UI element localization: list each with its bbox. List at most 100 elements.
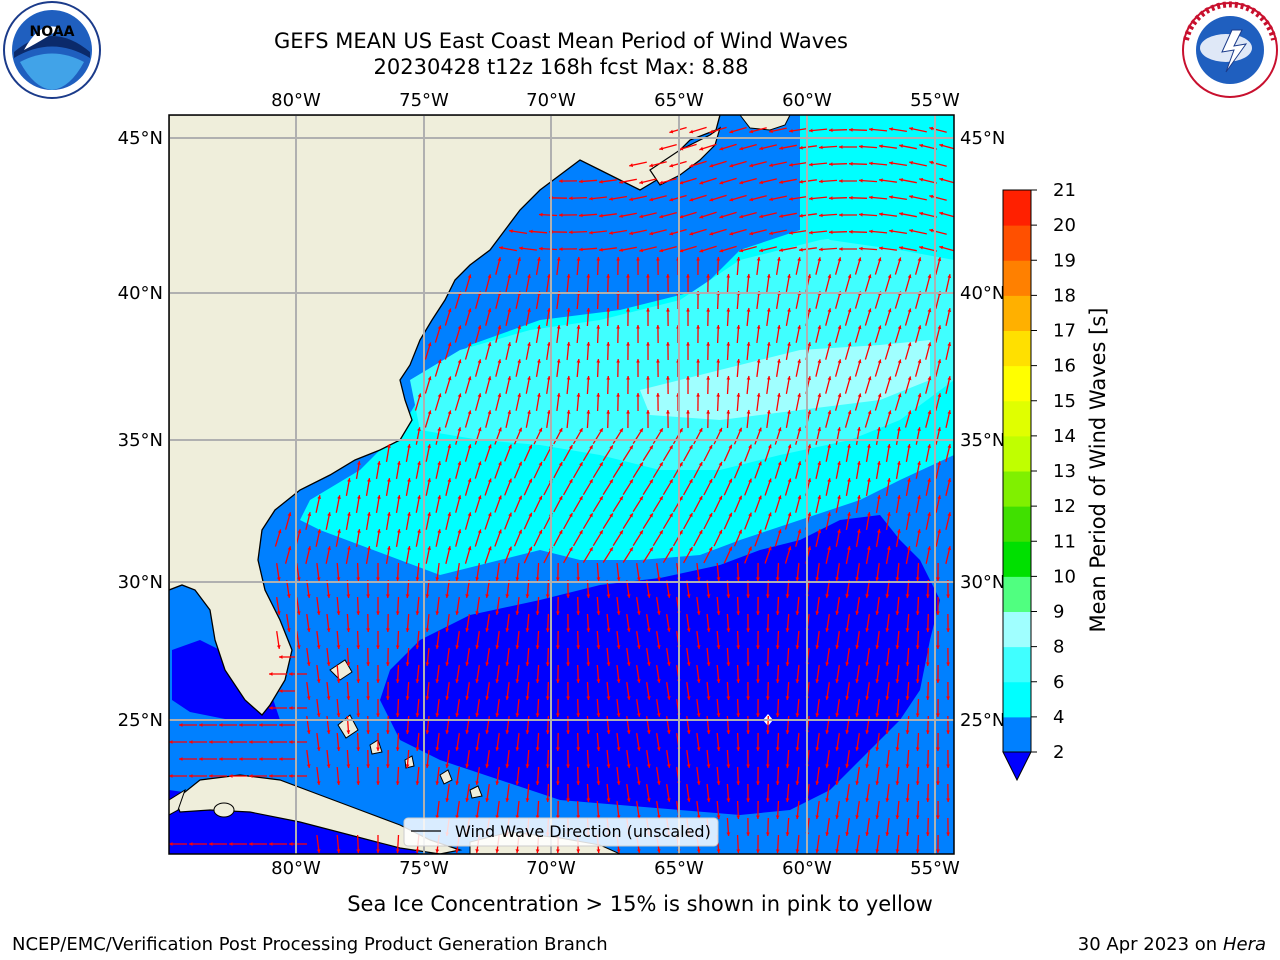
wind-arrow-head [937, 325, 942, 330]
wind-arrow-head [726, 308, 731, 312]
wind-arrow-head [366, 628, 370, 632]
wind-arrow-head [639, 428, 643, 433]
wind-arrow-head [626, 308, 630, 312]
wind-arrow-head [775, 781, 780, 785]
wind-arrow-head [718, 495, 723, 500]
wind-arrow-head [596, 577, 601, 581]
wind-arrow-head [646, 696, 651, 700]
wind-arrow-head [646, 410, 650, 414]
wind-arrow-head [696, 747, 701, 751]
wind-arrow-head [498, 427, 502, 432]
footer-branch: NCEP/EMC/Verification Post Processing Pr… [12, 934, 608, 955]
wind-arrow-head [785, 662, 790, 666]
wind-arrow-head [626, 798, 631, 802]
wind-arrow-head [649, 513, 653, 518]
wind-arrow-head [689, 479, 693, 484]
wind-arrow-head [576, 849, 581, 853]
wind-arrow-head [865, 662, 870, 666]
wind-arrow-head [276, 611, 281, 615]
wind-arrow-head [807, 274, 812, 279]
wind-arrow-head [666, 662, 671, 666]
wind-arrow-head [927, 444, 931, 448]
wind-arrow-head [895, 781, 900, 785]
colorbar-segment [1003, 365, 1031, 402]
wind-arrow-head [746, 376, 751, 380]
wind-arrow-head [475, 611, 480, 615]
wind-arrow-head [626, 342, 630, 346]
wind-arrow-head [395, 849, 400, 853]
wind-arrow-head [586, 308, 591, 312]
wind-arrow-head [535, 849, 540, 853]
wind-arrow-head [619, 214, 623, 218]
colorbar-tick-label: 20 [1053, 215, 1076, 236]
wind-arrow-head [728, 444, 732, 449]
wind-arrow-head [395, 611, 400, 615]
wind-arrow-head [936, 747, 940, 751]
wind-arrow-head [606, 410, 611, 414]
colorbar-tick-label: 10 [1053, 566, 1076, 587]
wind-arrow-head [897, 495, 901, 499]
wind-arrow-head [525, 662, 530, 666]
legend-label: Wind Wave Direction (unscaled) [455, 822, 711, 841]
wind-arrow-head [289, 774, 293, 778]
wind-arrow-head [859, 212, 863, 217]
wind-arrow-head [855, 577, 860, 581]
wind-arrow-head [879, 144, 883, 149]
wind-arrow-head [289, 672, 293, 676]
wind-arrow-head [495, 849, 500, 853]
wind-arrow-head [576, 713, 581, 717]
wind-arrow-head [579, 462, 583, 467]
wind-arrow-head [465, 594, 470, 598]
lon-labels-top: 80°W 75°W 70°W 65°W 60°W 55°W [271, 90, 960, 111]
wind-arrow-head [779, 214, 783, 218]
wind-arrow-head [636, 393, 640, 397]
wind-arrow-head [855, 747, 860, 751]
wind-arrow-head [376, 713, 380, 717]
wind-arrow-head [917, 495, 921, 499]
wind-arrow-head [729, 197, 734, 202]
wind-arrow-head [606, 274, 611, 278]
wind-arrow-head [785, 764, 790, 768]
wind-arrow-head [758, 495, 762, 500]
wind-arrow-head [656, 257, 660, 261]
wind-arrow-head [465, 798, 470, 802]
wind-arrow-head [455, 577, 460, 581]
wind-arrow-head [845, 662, 850, 666]
wind-arrow-head [507, 274, 512, 279]
colorbar-tick-label: 15 [1053, 391, 1076, 412]
wind-arrow-head [505, 730, 510, 734]
wind-arrow-head [936, 815, 940, 819]
wind-arrow-head [586, 594, 591, 598]
wind-arrow-head [746, 832, 750, 836]
wind-arrow-head [706, 730, 711, 734]
wind-arrow-head [457, 325, 462, 330]
wind-arrow-head [869, 127, 873, 132]
wind-arrow-head [777, 257, 781, 261]
lat-label: 30°N [118, 572, 163, 593]
wind-arrow-head [606, 798, 611, 802]
wind-arrow-head [775, 815, 780, 819]
wind-arrow-head [475, 815, 480, 819]
wind-arrow-head [189, 842, 193, 846]
wind-arrow-head [797, 495, 802, 500]
wind-arrow-head [819, 247, 823, 252]
wind-arrow-head [765, 832, 770, 836]
wind-arrow-head [887, 478, 891, 482]
wind-arrow-head [437, 393, 442, 398]
wind-arrow-head [407, 444, 411, 448]
wind-arrow-head [819, 145, 823, 150]
wind-arrow-head [346, 594, 351, 598]
wind-arrow-head [895, 577, 900, 581]
wind-arrow-head [706, 798, 711, 802]
wind-arrow-head [646, 798, 651, 802]
wind-arrow-head [746, 410, 751, 414]
wind-arrow-head [865, 798, 870, 802]
wind-arrow-head [589, 547, 593, 552]
wind-arrow-head [925, 696, 930, 700]
wind-arrow-head [415, 645, 420, 649]
lat-labels-right: 45°N 40°N 35°N 30°N 25°N [960, 128, 1005, 731]
wind-arrow-head [679, 496, 683, 501]
wind-arrow-head [859, 144, 863, 149]
wind-arrow-head [525, 628, 530, 632]
wind-arrow-head [917, 393, 922, 398]
